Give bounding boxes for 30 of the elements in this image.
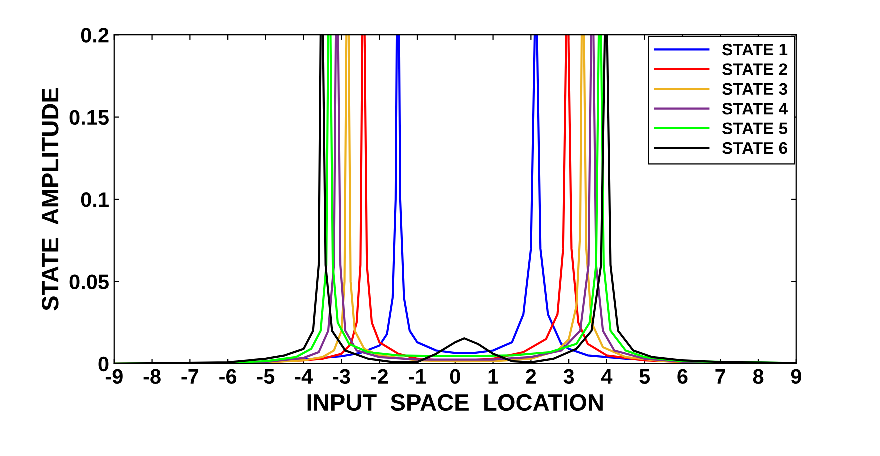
x-tick-label: -6 bbox=[220, 369, 237, 384]
legend-label: STATE 6 bbox=[722, 142, 788, 154]
x-tick-label: 7 bbox=[716, 370, 726, 384]
x-tick-label: -7 bbox=[182, 370, 199, 384]
x-tick-label: 5 bbox=[640, 370, 650, 384]
x-tick-label: 6 bbox=[678, 369, 688, 384]
x-tick-label: 3 bbox=[564, 369, 574, 384]
legend-label: STATE 1 bbox=[722, 44, 788, 56]
x-tick-label: 9 bbox=[791, 369, 802, 384]
x-tick-label: -8 bbox=[144, 369, 161, 384]
x-axis-title: INPUT SPACE LOCATION bbox=[308, 394, 603, 412]
y-tick-label: 0.2 bbox=[81, 28, 109, 43]
legend-label: STATE 5 bbox=[722, 122, 788, 134]
y-tick-label: 0.15 bbox=[70, 110, 109, 126]
legend-label: STATE 2 bbox=[722, 64, 788, 76]
x-tick-label: 1 bbox=[488, 370, 498, 384]
x-tick-label: -1 bbox=[409, 370, 426, 384]
y-tick-label: 0.05 bbox=[70, 274, 109, 290]
x-tick-label: 2 bbox=[526, 369, 536, 384]
y-tick-label: 0.1 bbox=[81, 192, 109, 208]
x-tick-label: 4 bbox=[601, 370, 613, 384]
legend-label: STATE 3 bbox=[722, 83, 788, 96]
x-tick-label: -4 bbox=[295, 370, 313, 384]
x-tick-label: 8 bbox=[753, 369, 764, 384]
x-tick-label: 0 bbox=[450, 369, 460, 384]
x-tick-label: -3 bbox=[333, 369, 350, 384]
x-tick-label: -2 bbox=[371, 369, 388, 384]
y-axis-title: STATE AMPLITUDE bbox=[42, 88, 59, 311]
legend-label: STATE 4 bbox=[722, 102, 788, 115]
x-tick-label: -5 bbox=[258, 370, 275, 384]
